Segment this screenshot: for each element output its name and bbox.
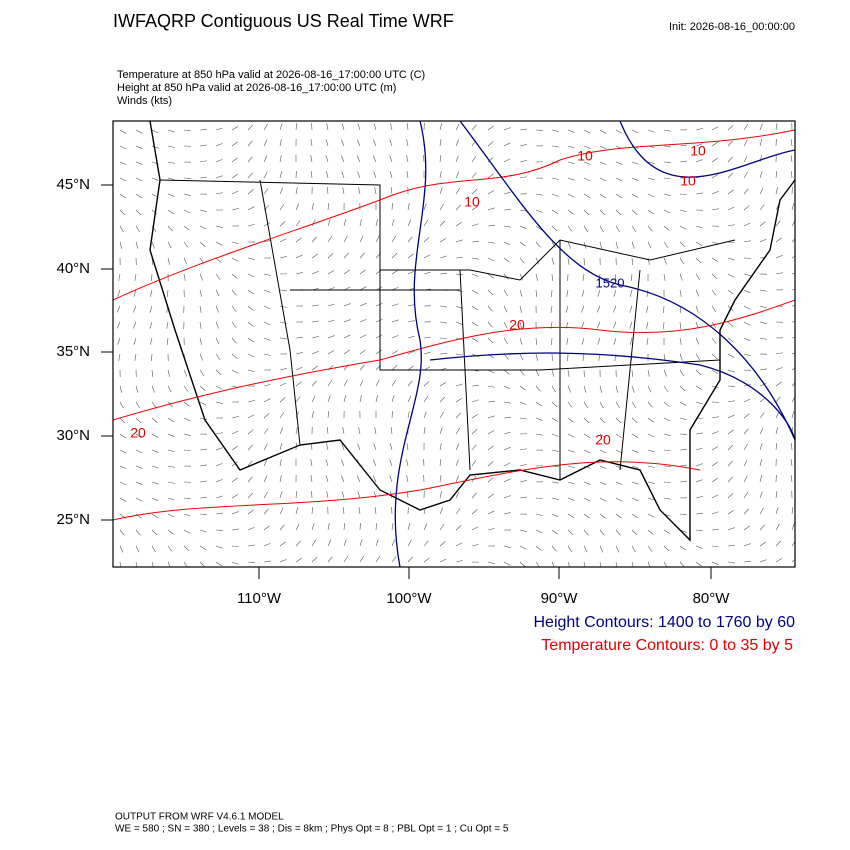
lat-label: 30°N [56,427,90,444]
field-label: Winds (kts) [117,95,172,107]
lon-label: 100°W [386,590,432,607]
field-label: Height at 850 hPa valid at 2026-08-16_17… [117,82,396,94]
temperature-contour [113,299,795,421]
temperature-contour [113,129,795,301]
temperature-contour-label: 10 [464,194,480,210]
title: IWFAQRP Contiguous US Real Time WRF [113,11,454,31]
field-label: Temperature at 850 hPa valid at 2026-08-… [117,69,425,81]
lat-label: 35°N [56,343,90,360]
lat-label: 25°N [56,511,90,528]
temperature-contour-label: 10 [680,173,696,189]
temperature-contour-label: 20 [595,432,611,448]
height-contour [429,352,795,441]
legend-height: Height Contours: 1400 to 1760 by 60 [533,614,795,631]
height-contour [394,121,427,567]
temperature-contour-label: 10 [690,143,706,159]
height-contour [619,121,795,178]
state-borders [159,179,736,480]
map-frame [112,120,796,568]
height-contour [459,121,795,441]
temperature-contour-label: 10 [577,148,593,164]
lon-label: 110°W [237,590,282,607]
wind-barbs [116,122,795,567]
coastline [149,121,795,542]
map: 45°N 40°N 35°N 30°N 25°N 110°W 100°W 90°W 80°W 10… [56,120,796,607]
footer: WE = 580 ; SN = 380 ; Levels = 38 ; Dis … [115,824,509,835]
temperature-contour-label: 20 [130,425,146,441]
lat-label: 40°N [56,260,90,277]
footer: OUTPUT FROM WRF V4.6.1 MODEL [115,812,284,823]
init-time: Init: 2026-08-16_00:00:00 [669,21,795,33]
temperature-contour [113,461,701,521]
lat-label: 45°N [56,176,90,193]
legend-temperature: Temperature Contours: 0 to 35 by 5 [541,637,793,654]
height-contour-label: 1520 [596,275,625,290]
lon-label: 90°W [541,590,579,607]
lon-label: 80°W [693,590,731,607]
temperature-contour-label: 20 [509,317,525,333]
